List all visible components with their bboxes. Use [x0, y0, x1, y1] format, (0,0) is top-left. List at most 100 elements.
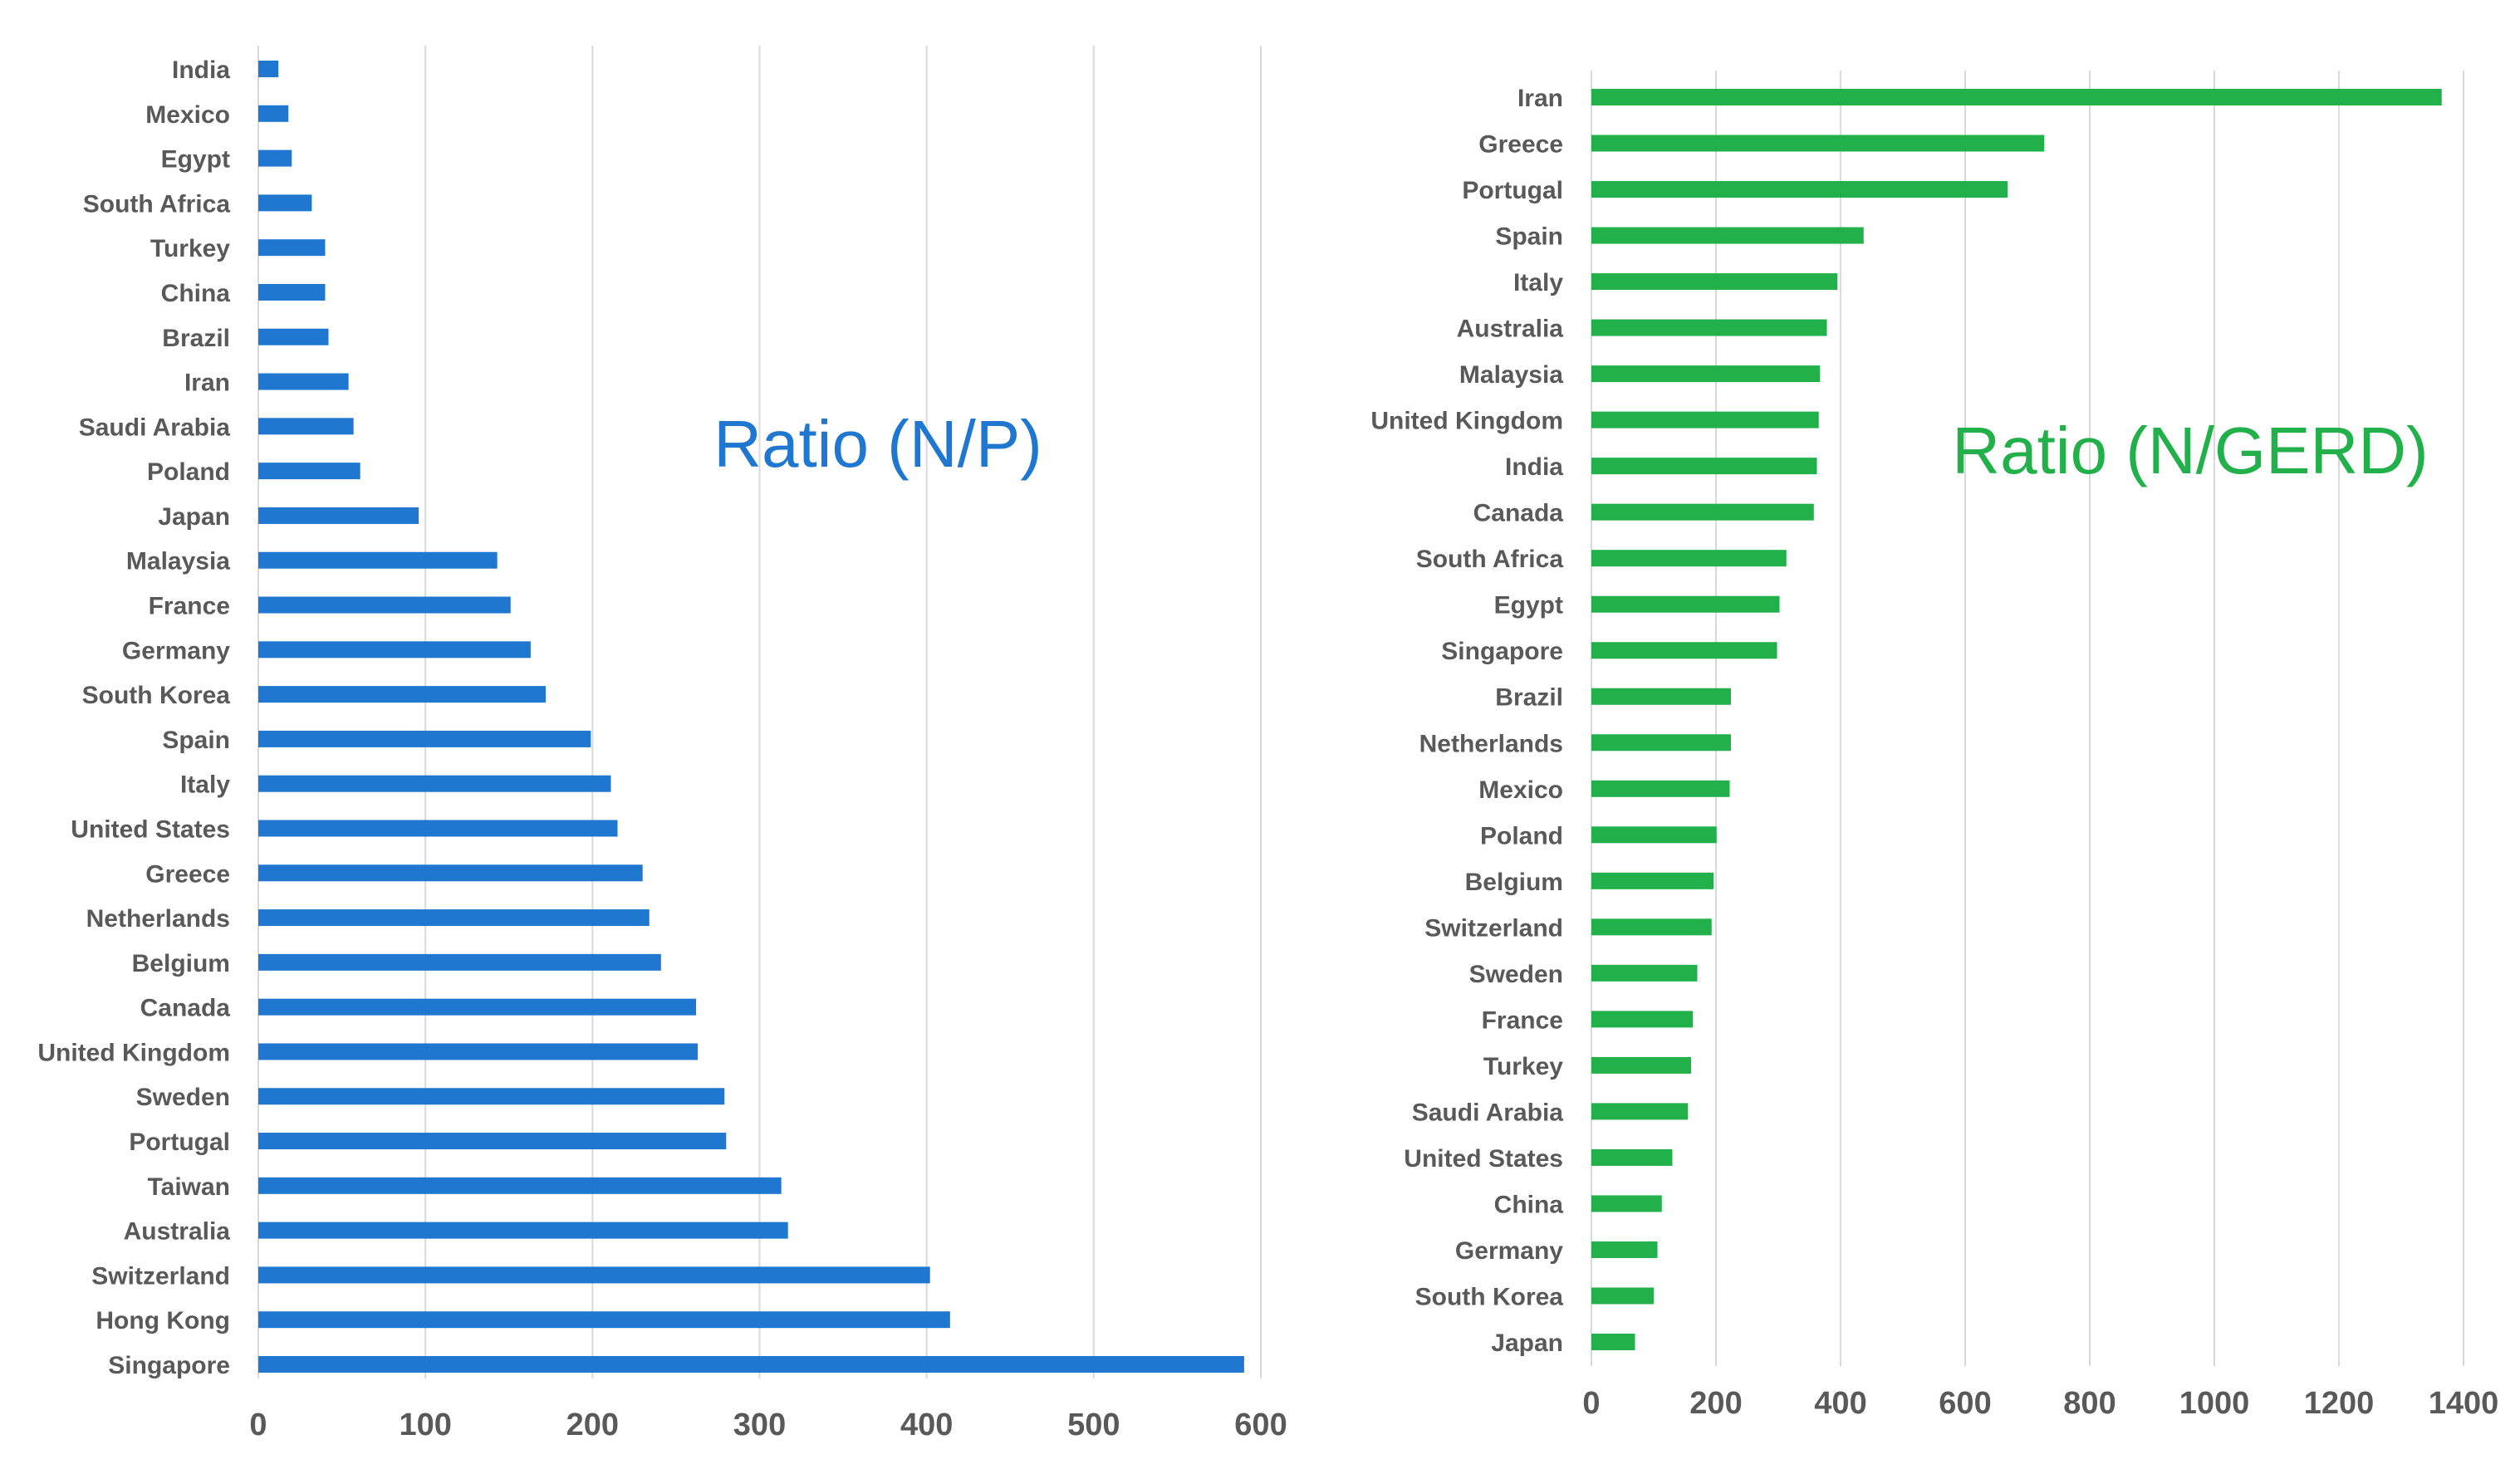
- ngerd-bar-greece: [1591, 135, 2045, 152]
- np-category-label: Hong Kong: [96, 1307, 230, 1334]
- ngerd-tick-label: 1000: [2179, 1386, 2250, 1421]
- np-bar-japan: [258, 507, 419, 524]
- ngerd-category-label: Brazil: [1495, 684, 1563, 712]
- np-bar-germany: [258, 641, 531, 659]
- ngerd-bar-canada: [1591, 503, 1814, 521]
- ngerd-category-label: United Kingdom: [1370, 408, 1563, 435]
- ngerd-category-label: Netherlands: [1419, 730, 1563, 757]
- np-bar-saudi-arabia: [258, 418, 354, 435]
- np-category-label: Brazil: [162, 325, 230, 352]
- ngerd-bar-united-kingdom: [1591, 411, 1819, 428]
- ngerd-category-label: Malaysia: [1459, 361, 1563, 389]
- ngerd-bar-germany: [1591, 1241, 1658, 1258]
- np-bar-china: [258, 283, 326, 301]
- np-category-label: Sweden: [136, 1084, 230, 1111]
- np-category-label: Malaysia: [126, 548, 230, 575]
- ngerd-category-label: India: [1505, 453, 1563, 481]
- np-bar-netherlands: [258, 909, 650, 927]
- ngerd-category-label: Iran: [1517, 85, 1563, 112]
- np-category-label: Saudi Arabia: [79, 414, 231, 441]
- ngerd-bar-singapore: [1591, 642, 1777, 659]
- ngerd-bar-belgium: [1591, 872, 1714, 889]
- chart-ratio-np: 0 100 200 300 400 500 600 India Mexico Egypt South…: [37, 46, 1287, 1442]
- np-category-label: Portugal: [129, 1129, 230, 1156]
- ngerd-tick-label: 1200: [2304, 1386, 2375, 1421]
- ngerd-bar-poland: [1591, 826, 1717, 844]
- ngerd-category-label: Saudi Arabia: [1412, 1099, 1564, 1126]
- np-category-label: Egypt: [161, 146, 230, 174]
- ngerd-bar-south-africa: [1591, 550, 1787, 567]
- ngerd-bar-turkey: [1591, 1056, 1691, 1074]
- np-category-label: Japan: [158, 503, 230, 531]
- np-bar-south-korea: [258, 686, 547, 703]
- np-bar-india: [258, 61, 279, 77]
- np-bar-belgium: [258, 953, 661, 971]
- ngerd-tick-label: 400: [1814, 1386, 1866, 1421]
- ngerd-category-label: Belgium: [1465, 869, 1563, 896]
- np-category-label: South Africa: [83, 190, 231, 218]
- ngerd-tick-label: 200: [1689, 1386, 1742, 1421]
- ngerd-bar-india: [1591, 458, 1817, 475]
- np-category-label: Spain: [162, 727, 230, 754]
- np-bar-united-states: [258, 820, 618, 837]
- ngerd-category-label: Portugal: [1462, 177, 1563, 204]
- ngerd-category-label: Sweden: [1469, 961, 1563, 988]
- np-bar-south-africa: [258, 194, 312, 212]
- ngerd-category-label: Egypt: [1494, 592, 1563, 619]
- ngerd-bar-switzerland: [1591, 918, 1712, 936]
- ngerd-bar-egypt: [1591, 595, 1780, 613]
- np-bar-taiwan: [258, 1177, 782, 1194]
- ngerd-bar-iran: [1591, 89, 2442, 105]
- np-category-label: United Kingdom: [37, 1039, 230, 1066]
- ngerd-category-label: France: [1482, 1006, 1563, 1034]
- ngerd-category-label: South Korea: [1415, 1283, 1564, 1310]
- np-category-label: South Korea: [82, 682, 231, 709]
- np-category-label: Belgium: [132, 950, 230, 977]
- ngerd-bar-netherlands: [1591, 734, 1731, 752]
- ngerd-bar-mexico: [1591, 780, 1730, 797]
- np-bar-malaysia: [258, 551, 498, 569]
- ngerd-bar-saudi-arabia: [1591, 1103, 1689, 1120]
- np-bar-egypt: [258, 149, 292, 167]
- ngerd-category-label: Poland: [1480, 822, 1563, 850]
- ngerd-bar-united-states: [1591, 1148, 1673, 1166]
- np-bar-mexico: [258, 105, 289, 122]
- ngerd-category-label: Greece: [1478, 131, 1563, 159]
- ngerd-category-label: Spain: [1495, 223, 1563, 251]
- np-category-label: France: [149, 593, 230, 620]
- np-bar-brazil: [258, 328, 329, 345]
- ngerd-category-label: Australia: [1457, 316, 1564, 343]
- np-bar-united-kingdom: [258, 1043, 699, 1060]
- np-bar-iran: [258, 373, 349, 390]
- np-chart-title: Ratio (N/P): [713, 407, 1042, 481]
- np-bar-turkey: [258, 239, 326, 257]
- np-bar-poland: [258, 463, 360, 480]
- ngerd-tick-label: 1400: [2429, 1386, 2499, 1421]
- ngerd-category-label: China: [1494, 1191, 1564, 1218]
- ngerd-bar-italy: [1591, 273, 1838, 291]
- np-category-label: Italy: [180, 771, 230, 799]
- ngerd-bar-australia: [1591, 319, 1827, 336]
- np-bar-france: [258, 596, 511, 614]
- np-bar-sweden: [258, 1088, 725, 1105]
- np-category-label: India: [172, 56, 230, 84]
- np-bar-canada: [258, 998, 697, 1016]
- np-category-label: China: [161, 280, 231, 307]
- np-category-label: Taiwan: [148, 1173, 230, 1201]
- np-bar-spain: [258, 730, 591, 747]
- chart-ratio-ngerd: 0 200 400 600 800 1000 1200 1400 Iran Greece Portu…: [1370, 71, 2498, 1421]
- np-bar-switzerland: [258, 1266, 930, 1284]
- np-tick-label: 600: [1234, 1408, 1287, 1442]
- np-category-label: Canada: [140, 995, 231, 1022]
- np-category-label: United States: [71, 815, 230, 843]
- np-category-label: Netherlands: [86, 905, 230, 933]
- ngerd-category-label: South Africa: [1416, 546, 1564, 573]
- ngerd-tick-label: 0: [1582, 1386, 1600, 1421]
- ngerd-bar-south-korea: [1591, 1287, 1654, 1305]
- np-category-label: Poland: [147, 458, 230, 486]
- np-category-label: Greece: [145, 860, 230, 888]
- ngerd-category-label: Japan: [1491, 1329, 1563, 1357]
- ngerd-bar-spain: [1591, 227, 1864, 244]
- np-tick-label: 200: [566, 1408, 619, 1442]
